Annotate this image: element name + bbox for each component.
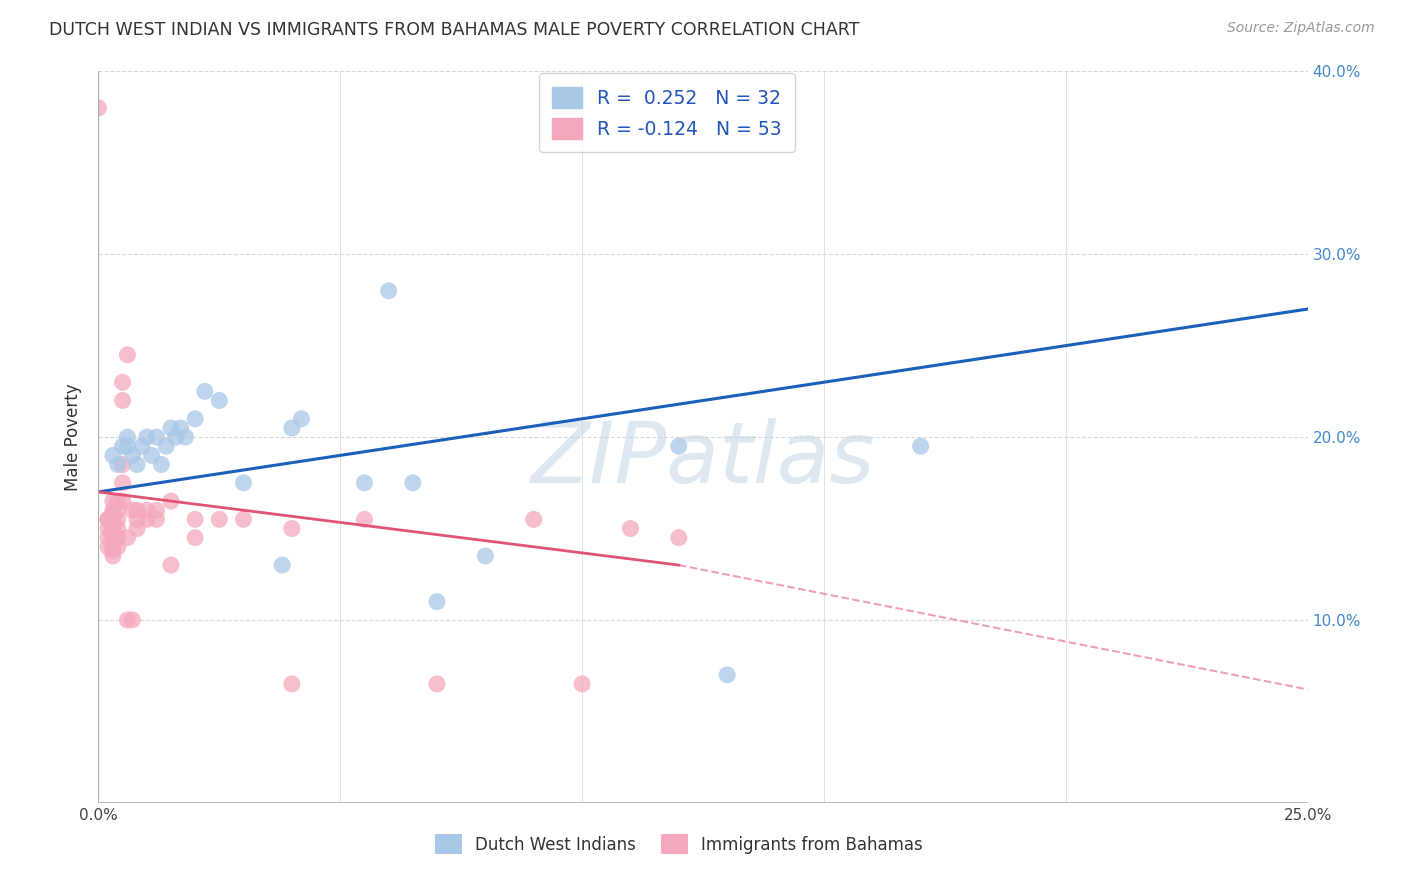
Point bbox=[145, 503, 167, 517]
Point bbox=[111, 475, 134, 490]
Point bbox=[184, 531, 207, 545]
Point bbox=[101, 507, 124, 521]
Point bbox=[111, 439, 134, 453]
Point bbox=[97, 521, 120, 535]
Point bbox=[232, 475, 254, 490]
Point bbox=[101, 531, 124, 545]
Point bbox=[117, 430, 139, 444]
Text: Source: ZipAtlas.com: Source: ZipAtlas.com bbox=[1227, 21, 1375, 36]
Point bbox=[208, 512, 231, 526]
Point bbox=[160, 558, 183, 573]
Point bbox=[101, 543, 124, 558]
Point bbox=[107, 458, 129, 472]
Point bbox=[107, 503, 129, 517]
Point bbox=[131, 439, 153, 453]
Point bbox=[117, 439, 139, 453]
Point bbox=[97, 512, 120, 526]
Point bbox=[402, 475, 425, 490]
Point bbox=[208, 393, 231, 408]
Point bbox=[127, 458, 149, 472]
Point bbox=[619, 521, 641, 535]
Point bbox=[101, 521, 124, 535]
Point bbox=[97, 531, 120, 545]
Point bbox=[117, 348, 139, 362]
Point bbox=[353, 475, 375, 490]
Point bbox=[101, 494, 124, 508]
Point bbox=[426, 594, 449, 608]
Point bbox=[135, 430, 157, 444]
Point bbox=[121, 503, 143, 517]
Legend: Dutch West Indians, Immigrants from Bahamas: Dutch West Indians, Immigrants from Baha… bbox=[429, 828, 929, 860]
Point bbox=[97, 540, 120, 554]
Point bbox=[150, 458, 173, 472]
Point bbox=[107, 540, 129, 554]
Point bbox=[145, 430, 167, 444]
Point bbox=[117, 613, 139, 627]
Point bbox=[107, 512, 129, 526]
Point bbox=[281, 521, 304, 535]
Point bbox=[101, 517, 124, 532]
Point bbox=[174, 430, 197, 444]
Point bbox=[111, 393, 134, 408]
Point bbox=[127, 503, 149, 517]
Point bbox=[474, 549, 496, 563]
Point bbox=[271, 558, 294, 573]
Text: ZIPatlas: ZIPatlas bbox=[531, 417, 875, 500]
Point bbox=[87, 101, 110, 115]
Point bbox=[160, 494, 183, 508]
Point bbox=[107, 494, 129, 508]
Point bbox=[194, 384, 217, 399]
Point bbox=[101, 503, 124, 517]
Y-axis label: Male Poverty: Male Poverty bbox=[65, 384, 83, 491]
Point bbox=[141, 448, 163, 462]
Point bbox=[523, 512, 546, 526]
Text: DUTCH WEST INDIAN VS IMMIGRANTS FROM BAHAMAS MALE POVERTY CORRELATION CHART: DUTCH WEST INDIAN VS IMMIGRANTS FROM BAH… bbox=[49, 21, 859, 39]
Point bbox=[117, 531, 139, 545]
Point bbox=[184, 512, 207, 526]
Point bbox=[97, 512, 120, 526]
Point bbox=[232, 512, 254, 526]
Point bbox=[571, 677, 593, 691]
Point bbox=[97, 512, 120, 526]
Point bbox=[155, 439, 177, 453]
Point bbox=[127, 512, 149, 526]
Point bbox=[426, 677, 449, 691]
Point bbox=[716, 667, 738, 681]
Point bbox=[165, 430, 187, 444]
Point bbox=[111, 375, 134, 389]
Point bbox=[101, 536, 124, 550]
Point bbox=[169, 421, 191, 435]
Point bbox=[145, 512, 167, 526]
Point bbox=[377, 284, 399, 298]
Point bbox=[101, 525, 124, 540]
Point bbox=[281, 677, 304, 691]
Point bbox=[668, 439, 690, 453]
Point bbox=[111, 458, 134, 472]
Point bbox=[121, 613, 143, 627]
Point bbox=[101, 448, 124, 462]
Point bbox=[668, 531, 690, 545]
Point bbox=[184, 412, 207, 426]
Point bbox=[281, 421, 304, 435]
Point bbox=[910, 439, 932, 453]
Point bbox=[101, 540, 124, 554]
Point bbox=[135, 512, 157, 526]
Point bbox=[290, 412, 312, 426]
Point bbox=[353, 512, 375, 526]
Point bbox=[127, 521, 149, 535]
Point bbox=[101, 512, 124, 526]
Point bbox=[107, 531, 129, 545]
Point bbox=[121, 448, 143, 462]
Point bbox=[107, 521, 129, 535]
Point bbox=[101, 549, 124, 563]
Point bbox=[160, 421, 183, 435]
Point bbox=[111, 494, 134, 508]
Point bbox=[135, 503, 157, 517]
